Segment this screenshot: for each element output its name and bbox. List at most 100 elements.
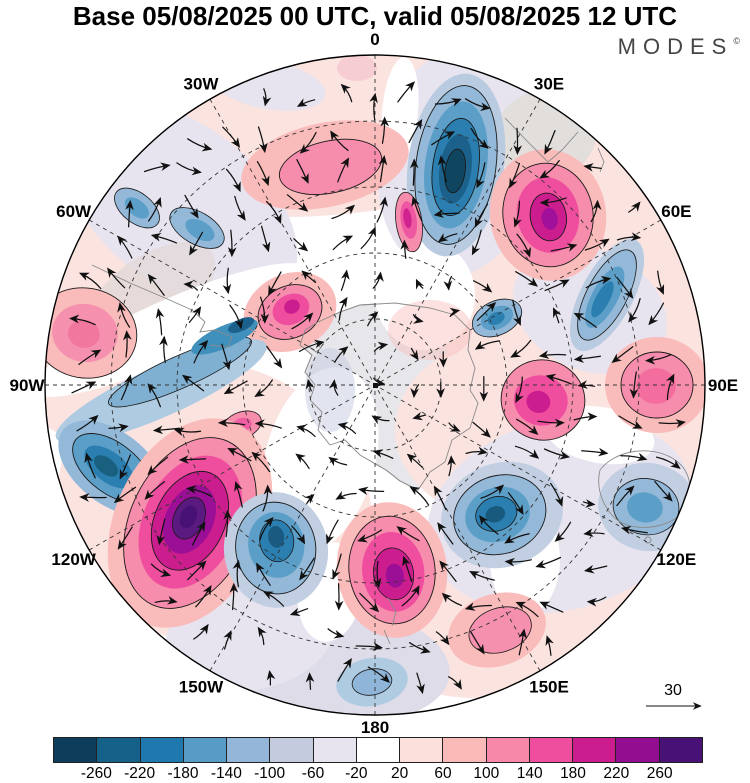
wind-arrow-icon: [470, 127, 489, 149]
wind-arrow-icon: [289, 607, 309, 617]
wind-arrow-icon: [408, 119, 423, 144]
colorbar-cell-3: [182, 738, 227, 762]
wind-arrow-icon: [147, 383, 162, 408]
colorbar-cell-10: [485, 738, 529, 762]
wind-arrow-icon: [178, 455, 207, 464]
modes-logo-text: MODES: [617, 34, 734, 59]
wind-arrow-icon: [123, 330, 132, 358]
wind-arrow-icon: [150, 232, 178, 244]
wind-arrow-icon: [328, 379, 339, 396]
wind-arrow-icon: [259, 517, 274, 541]
wind-arrow-icon: [447, 455, 456, 477]
wind-arrow-icon: [296, 424, 316, 438]
wind-arrow-icon: [645, 353, 672, 365]
wind-arrow-icon: [474, 203, 489, 228]
wind-arrow-icon: [515, 418, 539, 435]
wind-arrow-icon: [119, 454, 132, 480]
wind-arrow-icon: [143, 162, 171, 173]
wind-arrow-icon: [227, 447, 252, 462]
wind-arrow-icon: [106, 267, 126, 289]
wind-arrow-icon: [464, 602, 493, 611]
wind-arrow-icon: [469, 570, 495, 581]
wind-arrow-icon: [69, 314, 96, 326]
longitude-label-90E: 90E: [708, 376, 738, 395]
wind-arrow-icon: [262, 484, 273, 512]
wind-arrow-icon: [186, 485, 213, 498]
wind-arrow-icon: [254, 419, 282, 429]
wind-arrow-icon: [296, 159, 309, 184]
wind-arrow-icon: [337, 658, 352, 682]
wind-arrow-icon: [223, 380, 248, 395]
wind-arrow-icon: [78, 272, 102, 290]
wind-arrow-icon: [195, 584, 212, 608]
wind-arrow-icon: [268, 271, 282, 296]
wind-arrow-icon: [509, 162, 521, 189]
wind-arrow-icon: [469, 630, 485, 655]
wind-arrow-icon: [397, 81, 415, 103]
wind-arrow-icon: [412, 314, 424, 324]
wind-arrow-icon: [266, 669, 276, 686]
wind-arrow-icon: [338, 296, 348, 321]
wind-arrow-icon: [515, 601, 539, 618]
wind-arrow-icon: [295, 453, 310, 470]
wind-arrow-icon: [584, 238, 610, 251]
wind-arrow-icon: [545, 635, 554, 656]
wind-arrow-icon: [472, 421, 491, 438]
contour-field: [45, 55, 705, 715]
colorbar-cell-13: [615, 738, 659, 762]
wind-arrow-icon: [514, 445, 540, 459]
wind-arrow-icon: [618, 415, 643, 429]
wind-arrow-icon: [479, 515, 499, 535]
wind-arrow-icon: [611, 346, 634, 364]
wind-arrow-icon: [327, 628, 345, 639]
wind-arrow-icon: [117, 235, 133, 259]
wind-arrow-icon: [298, 339, 325, 353]
wind-arrow-icon: [655, 270, 665, 295]
wind-arrow-icon: [433, 485, 447, 511]
wind-arrow-icon: [176, 162, 202, 176]
wind-arrow-icon: [265, 200, 282, 225]
wind-arrow-icon: [629, 371, 639, 399]
wind-arrow-icon: [410, 384, 420, 399]
colorbar-tick-label: 100: [473, 765, 500, 782]
colorbar-tick-label: -60: [301, 765, 325, 782]
colorbar-tick-label: 60: [434, 765, 452, 782]
wind-arrow-icon: [441, 592, 463, 607]
wind-arrow-icon: [476, 301, 497, 321]
wind-arrow-icon: [507, 492, 524, 516]
wind-arrow-icon: [227, 229, 237, 258]
wind-arrow-icon: [189, 231, 204, 256]
page-title: Base 05/08/2025 00 UTC, valid 05/08/2025…: [72, 1, 678, 31]
wind-arrow-icon: [125, 199, 134, 228]
copyright-icon: ©: [733, 36, 740, 46]
wind-arrow-icon: [590, 199, 602, 223]
wind-arrow-icon: [234, 481, 243, 508]
wind-arrow-icon: [513, 127, 523, 156]
wind-arrow-icon: [464, 98, 491, 112]
wind-arrow-icon: [184, 194, 199, 219]
wind-arrow-icon: [620, 452, 648, 462]
wind-arrow-icon: [147, 456, 169, 476]
wind-arrow-icon: [437, 155, 448, 183]
wind-arrow-icon: [291, 312, 314, 330]
wind-arrow-icon: [585, 275, 612, 289]
wind-arrow-icon: [573, 312, 597, 328]
longitude-label-120E: 120E: [657, 550, 697, 569]
colorbar-tick-label: 220: [603, 765, 630, 782]
wind-arrow-icon: [416, 672, 425, 695]
wind-arrow-icon: [369, 92, 378, 121]
wind-arrow-icon: [299, 557, 315, 581]
wind-arrow-icon: [296, 98, 316, 107]
wind-arrow-icon: [367, 666, 390, 684]
wind-arrow-icon: [504, 533, 530, 544]
wind-arrow-icon: [396, 526, 420, 542]
wind-arrow-icon: [537, 418, 565, 428]
modes-logo: MODES©: [618, 34, 740, 60]
wind-arrow-icon: [409, 158, 419, 186]
colorbar-cell-4: [226, 738, 270, 762]
wind-arrow-icon: [577, 380, 596, 389]
wind-arrow-icon: [648, 302, 665, 326]
wind-arrow-icon: [582, 499, 596, 508]
wind-arrow-icon: [586, 596, 607, 607]
wind-arrow-icon: [266, 345, 283, 369]
